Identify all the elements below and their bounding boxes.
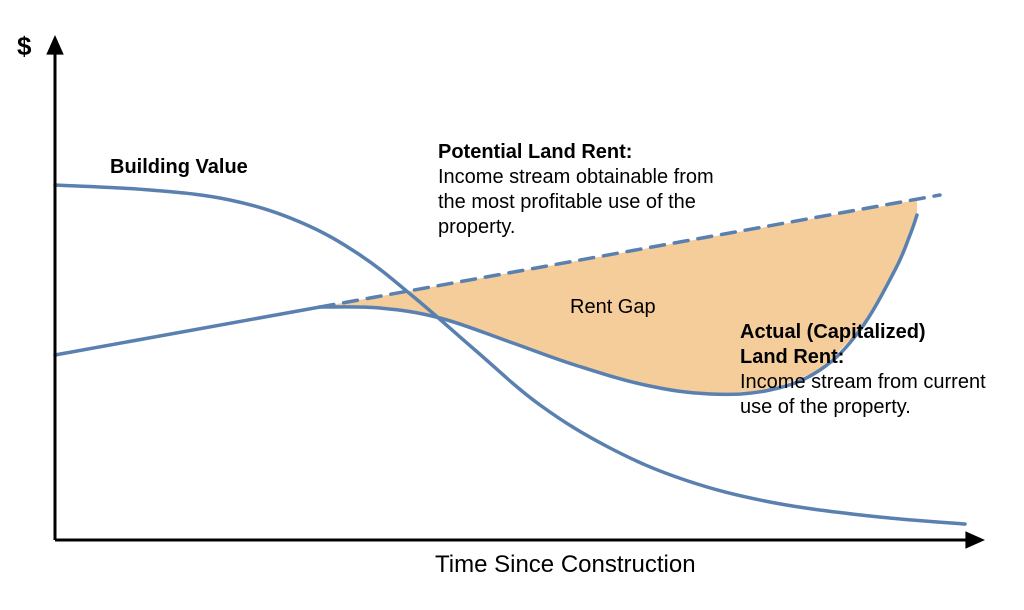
x-axis-label: Time Since Construction xyxy=(435,550,696,580)
building-value-label: Building Value xyxy=(110,155,248,180)
rent-gap-chart: $ Time Since Construction Building Value… xyxy=(0,0,1024,610)
y-axis-label: $ xyxy=(17,30,31,63)
rent-gap-title: Rent Gap xyxy=(570,296,656,318)
potential-rent-body: Income stream obtainable fromthe most pr… xyxy=(438,166,714,238)
potential-rent-title: Potential Land Rent: xyxy=(438,141,632,163)
actual-rent-label: Actual (Capitalized)Land Rent: Income st… xyxy=(740,320,986,420)
rent-gap-label: Rent Gap xyxy=(570,295,656,320)
actual-rent-body: Income stream from currentuse of the pro… xyxy=(740,371,986,418)
actual-rent-title: Actual (Capitalized)Land Rent: xyxy=(740,321,926,368)
potential-rent-label: Potential Land Rent: Income stream obtai… xyxy=(438,140,714,240)
y-axis-symbol: $ xyxy=(17,31,31,61)
building-value-title: Building Value xyxy=(110,156,248,178)
x-axis-text: Time Since Construction xyxy=(435,551,696,578)
